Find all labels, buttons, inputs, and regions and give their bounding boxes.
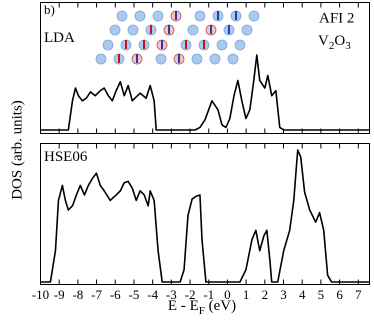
x-tick-label: 5 [318, 287, 325, 302]
formula-subscript: 3 [345, 40, 351, 52]
x-axis-label-subscript: F [199, 305, 205, 317]
x-tick-label: -9 [54, 287, 65, 302]
crystal-inset [95, 10, 260, 65]
x-tick-label: 1 [243, 287, 250, 302]
formula: V2O3 [318, 33, 351, 51]
dos-curve [40, 54, 370, 131]
formula-part: V [318, 33, 329, 49]
y-axis-label: DOS (arb. units) [9, 100, 25, 200]
bottom-panel-frame [40, 143, 370, 285]
x-tick-label: 0 [224, 287, 231, 302]
panel-tag: b) [44, 2, 55, 17]
x-tick-label: 7 [355, 287, 362, 302]
top-panel-frame [40, 2, 370, 134]
annotation: AFI 2 [319, 10, 354, 26]
panel-label: LDA [44, 30, 75, 46]
x-tick-label: 3 [280, 287, 287, 302]
x-tick-label: 6 [336, 287, 343, 302]
x-tick-label: -3 [166, 287, 177, 302]
x-axis-label-part: E - E [168, 298, 199, 314]
formula-subscript: 2 [329, 40, 335, 52]
formula-part: O [334, 33, 345, 49]
x-tick-label: -2 [185, 287, 196, 302]
dos-curve [40, 149, 370, 283]
x-tick-label: -6 [110, 287, 121, 302]
x-tick-label: -4 [147, 287, 158, 302]
x-tick-label: -10 [32, 287, 49, 302]
x-tick-label: -7 [91, 287, 102, 302]
x-tick-label: -1 [203, 287, 214, 302]
x-tick-label: 2 [262, 287, 269, 302]
x-axis-label: E - EF (eV) [168, 298, 236, 316]
x-tick-label: -8 [72, 287, 83, 302]
x-tick-label: 4 [299, 287, 306, 302]
x-tick-label: -5 [129, 287, 140, 302]
panel-label: HSE06 [44, 149, 88, 165]
x-axis-label-part: (eV) [205, 298, 236, 314]
